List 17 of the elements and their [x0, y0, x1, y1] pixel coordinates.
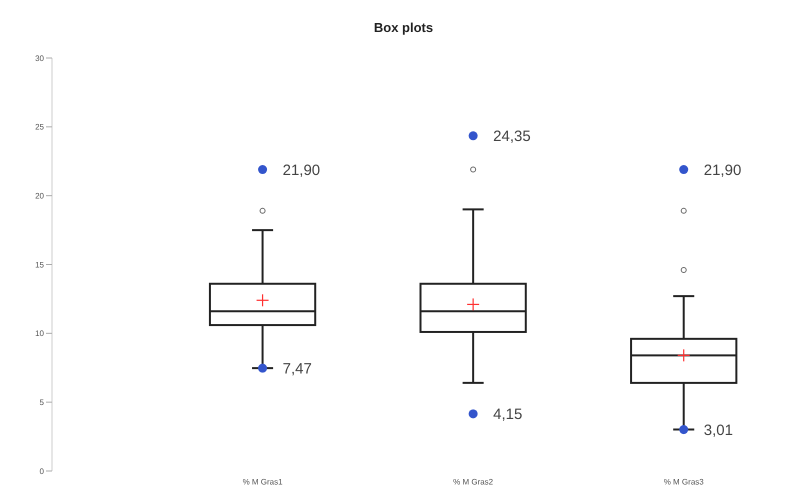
y-tick-label: 0	[40, 466, 45, 476]
data-label: 24,35	[493, 128, 531, 146]
y-tick-label: 25	[35, 122, 45, 132]
chart-title: Box plots	[372, 20, 434, 35]
data-label: 21,90	[282, 162, 320, 179]
y-tick-label: 10	[35, 329, 45, 338]
y-tick-label: 30	[35, 54, 45, 63]
x-tick-label: % M Gras2	[453, 478, 494, 487]
data-label: 7,47	[282, 360, 312, 378]
data-label: 4,15	[493, 406, 522, 424]
data-label: 21,90	[704, 162, 742, 179]
y-tick-label: 20	[35, 192, 45, 201]
y-tick-label: 15	[35, 260, 45, 270]
y-tick-label: 5	[40, 398, 45, 408]
x-tick-label: % M Gras3	[664, 478, 704, 487]
x-tick-label: % M Gras1	[242, 478, 284, 487]
data-label: 3,01	[704, 422, 733, 439]
